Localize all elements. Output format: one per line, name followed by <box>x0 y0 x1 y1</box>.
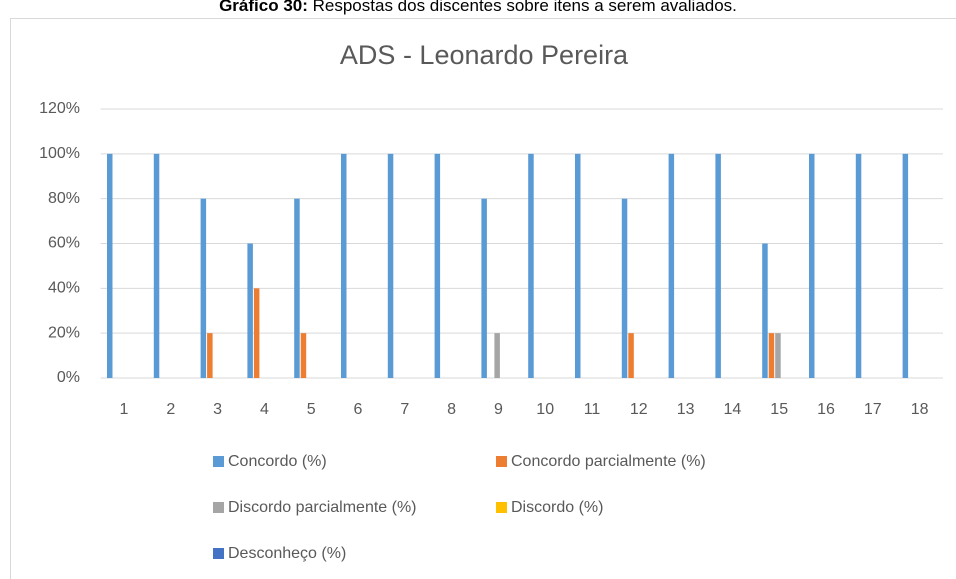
legend-label: Concordo parcialmente (%) <box>511 453 706 470</box>
bar <box>575 153 581 378</box>
y-tick-label: 100% <box>39 145 80 162</box>
bar <box>715 153 721 378</box>
y-tick-label: 20% <box>48 324 80 341</box>
x-tick-label: 17 <box>864 401 882 418</box>
bar <box>855 153 862 378</box>
x-tick-label: 13 <box>677 401 695 418</box>
bar <box>107 153 113 378</box>
caption: Gráfico 30: Respostas dos discentes sobr… <box>219 0 737 15</box>
bar <box>481 198 487 378</box>
bar <box>434 153 441 378</box>
x-tick-label: 1 <box>120 401 129 418</box>
x-tick-label: 4 <box>260 401 269 418</box>
legend-label: Desconheço (%) <box>228 545 346 562</box>
x-tick-label: 9 <box>494 401 503 418</box>
x-tick-label: 15 <box>770 401 788 418</box>
y-tick-label: 60% <box>48 235 80 252</box>
bar <box>809 153 815 378</box>
bar <box>494 333 500 378</box>
x-tick-label: 14 <box>724 401 742 418</box>
y-tick-label: 0% <box>57 369 80 386</box>
y-tick-label: 120% <box>39 100 80 117</box>
legend-swatch <box>213 502 224 513</box>
legend-swatch <box>496 502 507 513</box>
legend-swatch <box>213 548 224 559</box>
x-tick-label: 16 <box>817 401 835 418</box>
x-tick-label: 2 <box>166 401 175 418</box>
legend-swatch <box>213 456 224 467</box>
bar <box>207 333 213 378</box>
bar <box>762 243 768 378</box>
y-tick-label: 40% <box>48 280 80 297</box>
legend-label: Discordo (%) <box>511 499 603 516</box>
bar <box>153 153 160 378</box>
x-tick-label: 10 <box>536 401 554 418</box>
bar <box>200 198 207 378</box>
x-tick-label: 6 <box>354 401 363 418</box>
bar <box>528 153 534 378</box>
bar <box>668 153 675 378</box>
bar <box>902 153 909 378</box>
bar <box>628 333 634 378</box>
x-tick-label: 12 <box>630 401 648 418</box>
bar <box>621 198 628 378</box>
x-tick-label: 3 <box>213 401 222 418</box>
bar <box>294 198 300 378</box>
x-tick-label: 8 <box>447 401 456 418</box>
caption-text: Respostas dos discentes sobre itens a se… <box>313 0 737 15</box>
x-tick-label: 7 <box>400 401 409 418</box>
bar <box>341 153 347 378</box>
bar <box>387 153 394 378</box>
legend-label: Discordo parcialmente (%) <box>228 499 417 516</box>
x-tick-label: 5 <box>307 401 316 418</box>
legend-swatch <box>496 456 507 467</box>
x-tick-label: 11 <box>584 401 601 418</box>
chart-title: ADS - Leonardo Pereira <box>340 40 629 70</box>
bar <box>775 333 781 378</box>
caption-label: Gráfico 30: <box>219 0 308 15</box>
bar <box>253 288 260 378</box>
y-tick-label: 80% <box>48 190 80 207</box>
bar <box>300 333 307 378</box>
x-tick-label: 18 <box>911 401 929 418</box>
bar <box>768 333 775 378</box>
bar <box>247 243 253 378</box>
legend-label: Concordo (%) <box>228 453 327 470</box>
